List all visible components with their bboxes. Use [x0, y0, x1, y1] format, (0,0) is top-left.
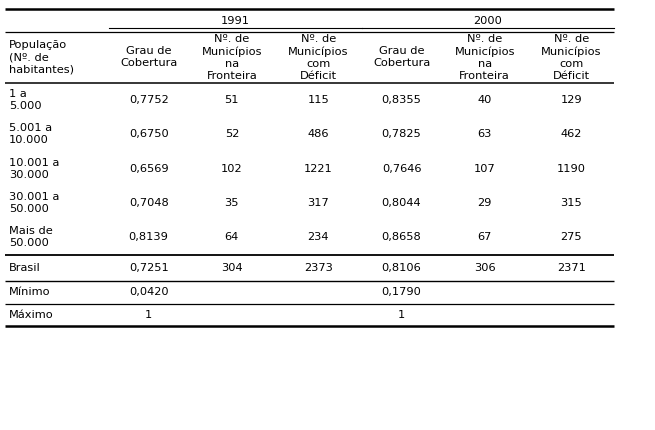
Text: 275: 275	[560, 232, 582, 243]
Text: 52: 52	[225, 129, 239, 139]
Text: 63: 63	[477, 129, 492, 139]
Text: 10.001 a
30.000: 10.001 a 30.000	[9, 157, 60, 180]
Text: Mínimo: Mínimo	[9, 287, 51, 298]
Text: 306: 306	[474, 263, 496, 273]
Text: 462: 462	[561, 129, 582, 139]
Text: 0,6569: 0,6569	[129, 163, 168, 174]
Text: 0,8044: 0,8044	[382, 198, 421, 208]
Text: 129: 129	[560, 95, 582, 105]
Text: 0,7646: 0,7646	[382, 163, 421, 174]
Text: 67: 67	[477, 232, 492, 243]
Text: 304: 304	[221, 263, 243, 273]
Text: 1991: 1991	[221, 15, 250, 26]
Text: 40: 40	[477, 95, 492, 105]
Text: Mais de
50.000: Mais de 50.000	[9, 226, 53, 249]
Text: 29: 29	[477, 198, 492, 208]
Text: 486: 486	[308, 129, 329, 139]
Text: 2000: 2000	[474, 15, 502, 26]
Text: 35: 35	[225, 198, 239, 208]
Text: 102: 102	[221, 163, 243, 174]
Text: 1221: 1221	[304, 163, 333, 174]
Text: Nº. de
Municípios
com
Déficit: Nº. de Municípios com Déficit	[541, 34, 601, 80]
Text: Nº. de
Municípios
na
Fronteira: Nº. de Municípios na Fronteira	[455, 34, 515, 80]
Text: 1: 1	[145, 310, 153, 320]
Text: 317: 317	[307, 198, 329, 208]
Text: 0,8139: 0,8139	[129, 232, 168, 243]
Text: 0,7752: 0,7752	[129, 95, 168, 105]
Text: 0,8658: 0,8658	[382, 232, 421, 243]
Text: 0,6750: 0,6750	[129, 129, 168, 139]
Text: 0,8355: 0,8355	[382, 95, 421, 105]
Text: 64: 64	[225, 232, 239, 243]
Text: Brasil: Brasil	[9, 263, 41, 273]
Text: 30.001 a
50.000: 30.001 a 50.000	[9, 192, 60, 214]
Text: 5.001 a
10.000: 5.001 a 10.000	[9, 123, 52, 145]
Text: 2371: 2371	[557, 263, 586, 273]
Text: 0,1790: 0,1790	[382, 287, 421, 298]
Text: 0,7825: 0,7825	[382, 129, 421, 139]
Text: 107: 107	[474, 163, 496, 174]
Text: Máximo: Máximo	[9, 310, 54, 320]
Text: 315: 315	[560, 198, 582, 208]
Text: 1: 1	[398, 310, 405, 320]
Text: 1 a
5.000: 1 a 5.000	[9, 89, 42, 111]
Text: Grau de
Cobertura: Grau de Cobertura	[373, 46, 430, 68]
Text: Nº. de
Municípios
na
Fronteira: Nº. de Municípios na Fronteira	[202, 34, 262, 80]
Text: 0,0420: 0,0420	[129, 287, 168, 298]
Text: 234: 234	[308, 232, 329, 243]
Text: 0,8106: 0,8106	[382, 263, 421, 273]
Text: 51: 51	[225, 95, 239, 105]
Text: 1190: 1190	[557, 163, 586, 174]
Text: Nº. de
Municípios
com
Déficit: Nº. de Municípios com Déficit	[288, 34, 348, 80]
Text: Grau de
Cobertura: Grau de Cobertura	[120, 46, 178, 68]
Text: 2373: 2373	[304, 263, 333, 273]
Text: População
(Nº. de
habitantes): População (Nº. de habitantes)	[9, 40, 74, 74]
Text: 0,7048: 0,7048	[129, 198, 168, 208]
Text: 0,7251: 0,7251	[129, 263, 168, 273]
Text: 115: 115	[307, 95, 329, 105]
